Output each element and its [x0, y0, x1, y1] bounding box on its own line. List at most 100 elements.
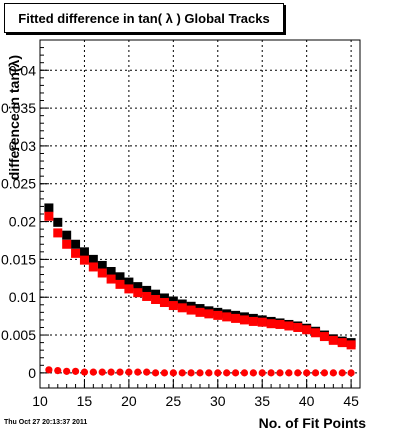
- y-tick-label: 0.025: [1, 176, 36, 192]
- data-point-square: [53, 228, 63, 238]
- x-axis-label: No. of Fit Points: [259, 415, 367, 431]
- data-point-circle: [134, 368, 142, 376]
- data-point-circle: [231, 369, 240, 377]
- data-point-square: [213, 310, 223, 320]
- data-point-square: [124, 277, 134, 287]
- data-point-square: [97, 260, 107, 270]
- data-point-circle: [143, 368, 151, 376]
- data-point-square: [106, 274, 116, 284]
- data-point-square: [88, 254, 98, 264]
- x-tick-label: 10: [32, 393, 48, 409]
- data-point-square: [328, 335, 338, 345]
- y-tick-label: 0.04: [9, 62, 36, 78]
- data-point-square: [186, 305, 196, 315]
- data-point-circle: [125, 368, 133, 376]
- data-point-square: [142, 291, 152, 301]
- x-tick-label: 30: [210, 393, 226, 409]
- data-point-square: [133, 282, 143, 292]
- y-tick-label: 0.015: [1, 251, 36, 267]
- data-point-circle: [329, 369, 337, 377]
- data-point-square: [275, 319, 285, 329]
- y-tick-label: 0: [28, 365, 36, 381]
- data-point-circle: [45, 366, 53, 374]
- y-tick-label: 0.035: [1, 100, 36, 116]
- data-point-circle: [338, 369, 346, 377]
- data-point-square: [293, 322, 303, 332]
- data-point-circle: [205, 369, 213, 377]
- y-tick-label: 0.03: [9, 138, 36, 154]
- data-point-square: [168, 301, 178, 311]
- data-point-circle: [303, 369, 311, 377]
- data-point-square: [53, 217, 63, 227]
- data-point-square: [311, 328, 321, 338]
- y-axis-label: difference in tan(λ): [6, 55, 22, 180]
- data-point-circle: [285, 369, 293, 377]
- data-point-square: [62, 239, 72, 249]
- data-point-circle: [151, 369, 160, 377]
- data-point-circle: [276, 369, 284, 377]
- data-point-square: [204, 309, 214, 319]
- x-tick-label: 15: [77, 393, 93, 409]
- x-tick-label: 25: [166, 393, 182, 409]
- data-point-circle: [89, 368, 97, 376]
- data-point-square: [62, 230, 72, 240]
- data-point-square: [284, 321, 294, 331]
- data-point-square: [177, 303, 187, 313]
- data-point-square: [239, 315, 249, 325]
- data-point-circle: [160, 369, 169, 377]
- chart-title: Fitted difference in tan( λ ) Global Tra…: [4, 3, 284, 33]
- data-point-square: [124, 284, 134, 294]
- data-point-circle: [320, 369, 329, 377]
- data-point-square: [231, 313, 241, 323]
- data-point-square: [71, 248, 81, 258]
- data-point-circle: [71, 367, 80, 375]
- x-tick-label: 35: [254, 393, 270, 409]
- data-point-square: [257, 317, 267, 327]
- data-point-circle: [267, 369, 275, 377]
- data-point-square: [159, 293, 169, 303]
- data-point-square: [142, 285, 152, 295]
- data-point-circle: [54, 367, 62, 375]
- data-point-square: [79, 247, 89, 257]
- data-point-square: [337, 338, 347, 348]
- data-point-square: [168, 296, 178, 306]
- data-point-circle: [107, 368, 115, 376]
- data-point-square: [151, 294, 161, 304]
- data-point-square: [71, 239, 81, 249]
- y-tick-label: 0.02: [9, 214, 36, 230]
- data-point-square: [115, 272, 125, 282]
- data-point-square: [44, 211, 54, 221]
- data-point-circle: [116, 368, 124, 376]
- data-point-circle: [169, 369, 177, 377]
- data-point-circle: [294, 369, 302, 377]
- data-point-square: [248, 316, 258, 326]
- data-point-square: [302, 325, 312, 335]
- data-point-circle: [311, 369, 320, 377]
- data-point-square: [133, 288, 143, 298]
- data-point-square: [97, 268, 107, 278]
- data-point-circle: [347, 369, 355, 377]
- data-point-square: [79, 255, 89, 265]
- x-tick-label: 40: [299, 393, 315, 409]
- data-point-square: [44, 203, 54, 213]
- y-tick-label: 0.01: [9, 289, 36, 305]
- data-point-square: [222, 312, 232, 322]
- data-point-circle: [258, 369, 266, 377]
- data-point-square: [319, 332, 329, 342]
- data-point-circle: [196, 369, 204, 377]
- data-point-square: [195, 307, 205, 317]
- data-point-square: [106, 266, 116, 276]
- data-point-square: [346, 340, 356, 350]
- data-point-circle: [98, 368, 106, 376]
- data-point-circle: [187, 369, 195, 377]
- x-tick-label: 20: [121, 393, 137, 409]
- data-point-circle: [214, 369, 222, 377]
- x-tick-label: 45: [343, 393, 359, 409]
- data-point-square: [266, 319, 276, 329]
- data-point-circle: [249, 369, 257, 377]
- y-tick-label: 0.005: [1, 327, 36, 343]
- data-point-square: [151, 289, 161, 299]
- data-point-square: [159, 298, 169, 308]
- data-point-circle: [63, 367, 71, 375]
